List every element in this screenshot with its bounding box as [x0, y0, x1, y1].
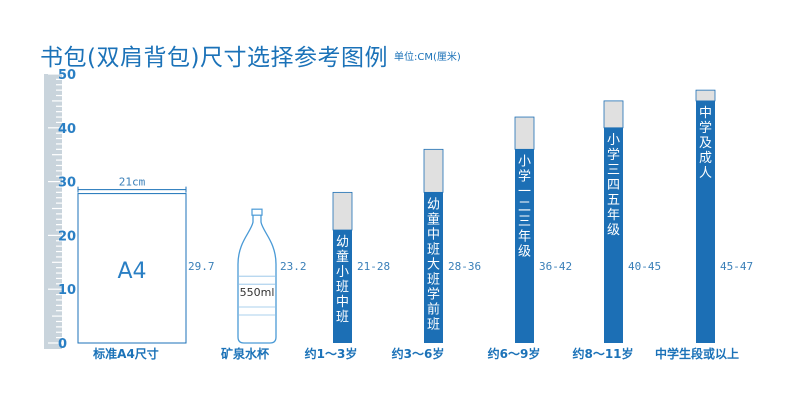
ruler-label: 30	[58, 176, 76, 191]
bottle-cap	[251, 208, 263, 216]
bar-caption: 约6～9岁	[488, 346, 541, 361]
a4-height-label: 29.7	[188, 260, 215, 273]
size-bar-group: 小学一二三年级 36-42 约6～9岁	[488, 116, 572, 361]
bar-vertical-label: 幼童中班大班学前班	[427, 197, 440, 332]
bar-range-label: 45-47	[720, 260, 753, 273]
bar-range-label: 36-42	[539, 260, 572, 273]
ruler-label: 10	[58, 283, 76, 298]
bar-vertical-label: 幼童小班中班	[336, 235, 349, 325]
ruler-label: 20	[58, 229, 76, 244]
a4-rect	[77, 193, 187, 344]
bar-fill	[696, 100, 715, 344]
size-bar-group: 中学及成人 45-47 中学生段或以上	[655, 89, 753, 361]
bar-fill	[333, 230, 352, 343]
bar-range-segment	[423, 148, 444, 193]
bottle-outline	[237, 213, 277, 344]
bar-vertical-label: 小学三四五年级	[607, 133, 620, 238]
bottle-height-label: 23.2	[280, 260, 307, 273]
bar-fill	[515, 149, 534, 343]
bar-vertical-label: 小学一二三年级	[518, 154, 531, 259]
ruler-strip	[44, 74, 62, 349]
water-bottle: 550ml 23.2 矿泉水杯	[221, 208, 307, 361]
bar-range-segment	[603, 100, 624, 129]
a4-paper: 21cm A4 29.7 标准A4尺寸	[77, 176, 215, 361]
bar-caption: 约3～6岁	[392, 346, 445, 361]
bar-caption: 约1～3岁	[305, 346, 358, 361]
bar-range-label: 28-36	[448, 260, 481, 273]
ruler-label: 0	[58, 337, 67, 352]
a4-label: A4	[117, 259, 146, 284]
size-bars: 幼童小班中班 21-28 约1～3岁 幼童中班大班学前班 28-36 约3～6岁 小学一二三…	[305, 89, 753, 361]
bar-range-segment	[695, 89, 716, 102]
bar-vertical-label: 中学及成人	[699, 106, 712, 181]
bar-fill	[604, 127, 623, 343]
bar-range-segment	[514, 116, 535, 150]
size-bar-group: 小学三四五年级 40-45 约8～11岁	[572, 100, 661, 361]
page-title: 书包(双肩背包)尺寸选择参考图例	[40, 45, 388, 71]
unit-label: 单位:CM(厘米)	[394, 52, 461, 63]
bar-caption: 约8～11岁	[572, 346, 633, 361]
bottle-caption: 矿泉水杯	[221, 346, 270, 361]
bar-range-segment	[332, 191, 353, 231]
bottle-label: 550ml	[240, 286, 275, 299]
size-bar-group: 幼童小班中班 21-28 约1～3岁	[305, 191, 390, 361]
ruler-label: 50	[58, 68, 76, 83]
bar-range-label: 40-45	[628, 260, 661, 273]
a4-caption: 标准A4尺寸	[92, 346, 159, 361]
bar-fill	[424, 192, 443, 343]
bar-range-label: 21-28	[357, 260, 390, 273]
a4-width-label: 21cm	[119, 176, 146, 189]
size-bar-group: 幼童中班大班学前班 28-36 约3～6岁	[392, 148, 481, 361]
ruler-label: 40	[58, 122, 76, 137]
ruler: 50 40 30 20 10 0	[44, 68, 76, 352]
bar-caption: 中学生段或以上	[655, 346, 739, 361]
